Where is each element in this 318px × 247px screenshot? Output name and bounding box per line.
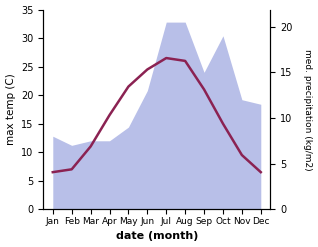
X-axis label: date (month): date (month) [116, 231, 198, 242]
Y-axis label: med. precipitation (kg/m2): med. precipitation (kg/m2) [303, 49, 313, 170]
Y-axis label: max temp (C): max temp (C) [5, 74, 16, 145]
